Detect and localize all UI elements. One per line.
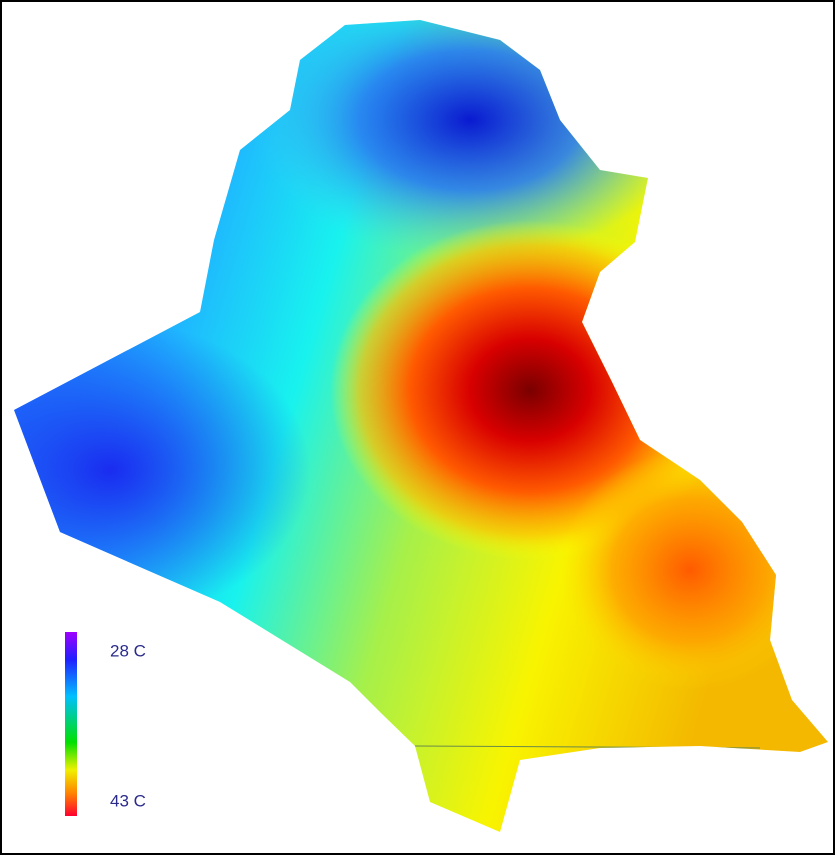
legend-min-label: 28 C xyxy=(110,641,146,660)
map-figure: 28 C 43 C xyxy=(0,0,835,855)
color-scale xyxy=(65,632,77,816)
page: 28 C 43 C (() => { const data = JSON.par… xyxy=(0,0,835,855)
legend-max-label: 43 C xyxy=(110,791,146,810)
